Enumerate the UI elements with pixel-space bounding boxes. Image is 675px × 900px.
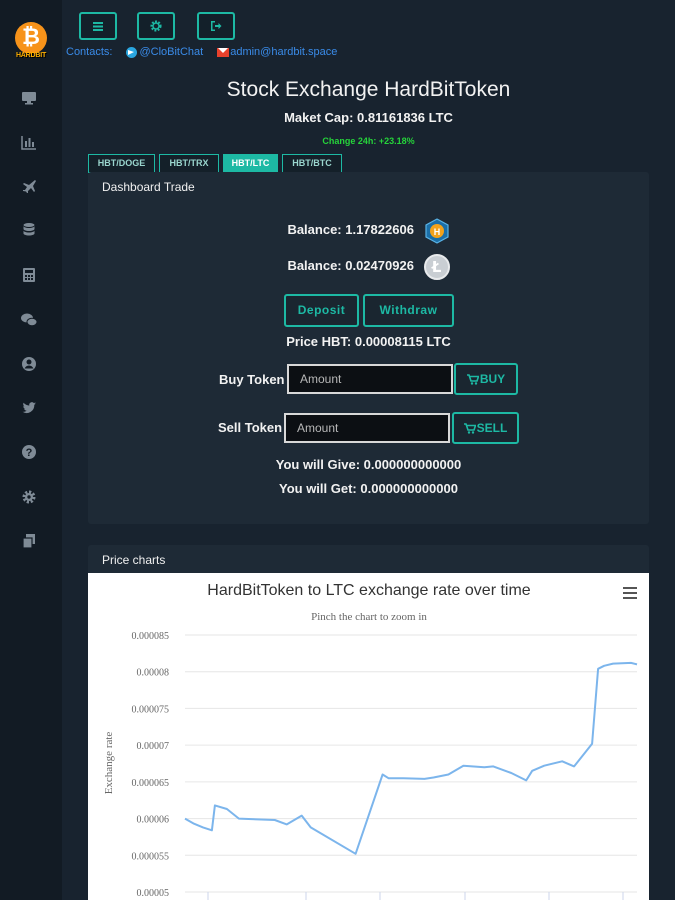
buy-amount-input[interactable]: [287, 364, 453, 394]
chart-menu-icon[interactable]: [623, 587, 637, 599]
tab-hbt-doge[interactable]: HBT/DOGE: [88, 154, 155, 173]
tab-hbt-btc[interactable]: HBT/BTC: [282, 154, 342, 173]
chart-subtitle: Pinch the chart to zoom in: [311, 611, 427, 623]
sell-token-label: Sell Token: [218, 420, 283, 435]
balance-hbt: Balance: 1.17822606: [287, 222, 414, 237]
contacts-bar: Contacts: @CloBitChat admin@hardbit.space: [66, 46, 337, 60]
balance-ltc: Balance: 0.02470926: [287, 258, 414, 273]
y-tick-label: 0.00008: [137, 668, 170, 679]
settings-button[interactable]: [137, 12, 175, 40]
y-tick-label: 0.000065: [132, 778, 170, 789]
calculator-icon[interactable]: [20, 266, 38, 284]
dashboard-trade-panel: Dashboard Trade Balance: 1.17822606 H Ba…: [88, 172, 649, 524]
bitcoin-logo-icon: ₿: [15, 22, 47, 54]
gear-icon[interactable]: [20, 488, 38, 506]
sell-button[interactable]: SELL: [452, 412, 519, 444]
y-tick-label: 0.000055: [132, 851, 170, 862]
cart-icon: [466, 374, 479, 385]
mail-icon: [217, 47, 230, 57]
menu-icon: [93, 22, 103, 31]
dashboard-title: Dashboard Trade: [102, 180, 195, 194]
cog-icon: [150, 20, 162, 32]
price-hbt: Price HBT: 0.00008115 LTC: [286, 334, 451, 349]
logout-button[interactable]: [197, 12, 235, 40]
page-title: Stock Exchange HardBitToken: [226, 78, 511, 101]
y-tick-label: 0.00007: [137, 741, 170, 752]
buy-button[interactable]: BUY: [454, 363, 518, 395]
balance-hbt-row: Balance: 1.17822606 H: [88, 216, 649, 244]
y-tick-label: 0.00006: [137, 815, 170, 826]
bar-chart-icon[interactable]: [20, 133, 38, 151]
buy-button-label: BUY: [479, 372, 506, 386]
database-icon[interactable]: [20, 221, 38, 239]
you-will-give: You will Give: 0.000000000000: [275, 457, 462, 472]
twitter-icon[interactable]: [20, 399, 38, 417]
cart-icon: [463, 423, 476, 434]
price-series-line: [184, 661, 638, 855]
hardbit-logo[interactable]: ₿ HARDBIT: [9, 20, 53, 64]
hbt-token-icon: H: [424, 217, 449, 244]
email-link[interactable]: admin@hardbit.space: [230, 46, 338, 59]
deposit-button[interactable]: Deposit: [284, 294, 359, 327]
tab-hbt-ltc[interactable]: HBT/LTC: [223, 154, 278, 173]
y-tick-label: 0.000085: [132, 631, 170, 642]
tab-hbt-trx[interactable]: HBT/TRX: [159, 154, 219, 173]
price-charts-panel: Price charts HardBitToken to LTC exchang…: [88, 545, 649, 900]
sign-out-icon: [211, 21, 222, 31]
y-axis-label: Exchange rate: [103, 732, 115, 795]
question-icon[interactable]: ?: [20, 443, 38, 461]
litecoin-icon: [423, 253, 450, 280]
withdraw-button[interactable]: Withdraw: [363, 294, 454, 327]
plane-icon[interactable]: [20, 177, 38, 195]
telegram-link[interactable]: @CloBitChat: [139, 46, 204, 59]
chart-svg: HardBitToken to LTC exchange rate over t…: [103, 582, 638, 900]
you-will-get: You will Get: 0.000000000000: [279, 481, 458, 496]
svg-text:H: H: [433, 227, 440, 237]
sell-amount-input[interactable]: [284, 413, 450, 443]
sidebar: ₿ HARDBIT ?: [0, 0, 62, 900]
svg-text:?: ?: [26, 447, 33, 459]
user-circle-icon[interactable]: [20, 355, 38, 373]
balance-ltc-row: Balance: 0.02470926: [88, 252, 649, 280]
menu-button[interactable]: [79, 12, 117, 40]
y-tick-label: 0.000075: [132, 704, 170, 715]
logo-text: HARDBIT: [15, 52, 47, 59]
buy-token-label: Buy Token: [219, 372, 285, 387]
sell-button-label: SELL: [476, 421, 508, 435]
market-cap: Maket Cap: 0.81161836 LTC: [284, 110, 453, 125]
desktop-icon[interactable]: [20, 89, 38, 107]
wechat-icon[interactable]: [20, 311, 38, 329]
change-24h: Change 24h: +23.18%: [322, 136, 415, 146]
price-chart[interactable]: HardBitToken to LTC exchange rate over t…: [88, 573, 649, 900]
chart-title: HardBitToken to LTC exchange rate over t…: [207, 582, 531, 599]
copy-icon[interactable]: [20, 532, 38, 550]
topbar: [62, 0, 675, 46]
telegram-icon: [126, 46, 138, 58]
price-charts-title: Price charts: [102, 553, 166, 567]
contacts-label: Contacts:: [66, 46, 113, 59]
y-tick-label: 0.00005: [137, 888, 170, 899]
